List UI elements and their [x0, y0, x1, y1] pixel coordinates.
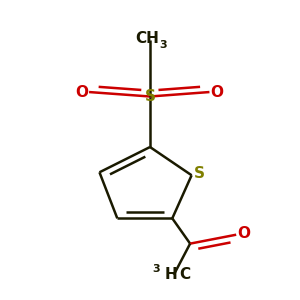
Text: S: S: [194, 166, 205, 181]
Text: O: O: [237, 226, 250, 241]
Text: O: O: [210, 85, 224, 100]
Text: 3: 3: [160, 40, 167, 50]
Text: O: O: [75, 85, 88, 100]
Text: C: C: [179, 267, 191, 282]
Text: 3: 3: [153, 265, 160, 275]
Text: H: H: [164, 267, 177, 282]
Text: S: S: [145, 89, 155, 104]
Text: CH: CH: [135, 31, 159, 46]
